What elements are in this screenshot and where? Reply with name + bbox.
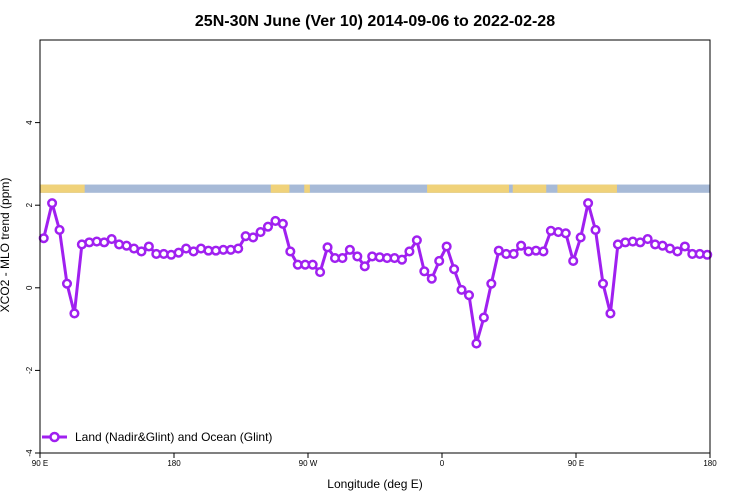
x-tick-label: 0 [440, 459, 445, 468]
data-point [441, 241, 452, 252]
data-point [255, 226, 266, 238]
data-point [315, 267, 326, 278]
data-point [277, 218, 288, 229]
data-point [672, 246, 683, 257]
data-point [344, 244, 355, 255]
data-point [449, 264, 460, 275]
x-axis-label: Longitude (deg E) [327, 477, 422, 491]
data-point [434, 255, 445, 267]
x-tick-label: 90 W [299, 459, 318, 468]
data-point [61, 278, 73, 289]
data-point [404, 246, 415, 257]
y-tick-label: -2 [25, 366, 34, 374]
series [38, 198, 713, 349]
plot-frame [39, 39, 711, 454]
data-point [106, 234, 117, 245]
surface-band [40, 184, 710, 193]
chart-title: 25N-30N June (Ver 10) 2014-09-06 to 2022… [195, 13, 555, 30]
data-point [679, 241, 690, 252]
data-point [38, 233, 49, 244]
series-line [42, 201, 708, 346]
data-point [411, 235, 422, 246]
data-point [262, 221, 274, 232]
data-point [568, 255, 579, 267]
x-tick-label: 90 E [568, 459, 584, 468]
y-tick-label: 0 [25, 285, 34, 290]
data-point [456, 284, 467, 295]
data-point [471, 338, 482, 349]
data-point [322, 242, 333, 253]
data-point [590, 224, 601, 236]
data-point [702, 249, 713, 260]
land-segment [427, 184, 509, 193]
land-segment [304, 184, 310, 193]
x-tick-label: 180 [703, 459, 717, 468]
data-point [136, 246, 147, 257]
data-point [248, 232, 259, 243]
data-point [583, 198, 594, 209]
data-point [419, 266, 430, 277]
data-point [508, 248, 519, 259]
x-tick-label: 90 E [32, 459, 48, 468]
data-point [233, 243, 244, 254]
data-point [463, 290, 475, 301]
data-point [478, 312, 489, 323]
data-point [307, 259, 318, 270]
data-point [642, 234, 653, 245]
data-point [605, 308, 616, 319]
ocean-band [40, 184, 710, 193]
legend: Land (Nadir&Glint) and Ocean (Glint) [42, 430, 272, 444]
data-point [597, 278, 609, 289]
data-point [337, 253, 348, 264]
legend-label: Land (Nadir&Glint) and Ocean (Glint) [75, 430, 272, 444]
data-point [352, 251, 363, 262]
data-point [285, 246, 296, 257]
data-point [54, 224, 65, 236]
data-point [173, 247, 184, 258]
land-segment [40, 184, 85, 193]
data-point [486, 278, 497, 289]
data-point [426, 273, 437, 284]
y-tick-label: 4 [25, 120, 34, 125]
data-point [575, 232, 586, 243]
data-point [143, 241, 154, 252]
land-segment [270, 184, 290, 193]
y-axis-label: XCO2 - MLO trend (ppm) [0, 178, 12, 313]
data-point [359, 261, 370, 272]
legend-marker [49, 431, 60, 443]
data-point [560, 228, 571, 239]
data-point [538, 246, 549, 257]
y-tick-label: 2 [25, 202, 34, 207]
y-tick-label: -4 [25, 449, 34, 457]
data-point [396, 254, 408, 265]
land-segment [512, 184, 547, 193]
axes: 90 E 180 90 W 0 90 E 180 -4 -2 0 2 4 [25, 120, 717, 468]
x-tick-label: 180 [167, 459, 181, 468]
data-point [69, 308, 80, 319]
data-point [516, 240, 527, 251]
data-point [47, 198, 58, 209]
land-segment [557, 184, 617, 193]
